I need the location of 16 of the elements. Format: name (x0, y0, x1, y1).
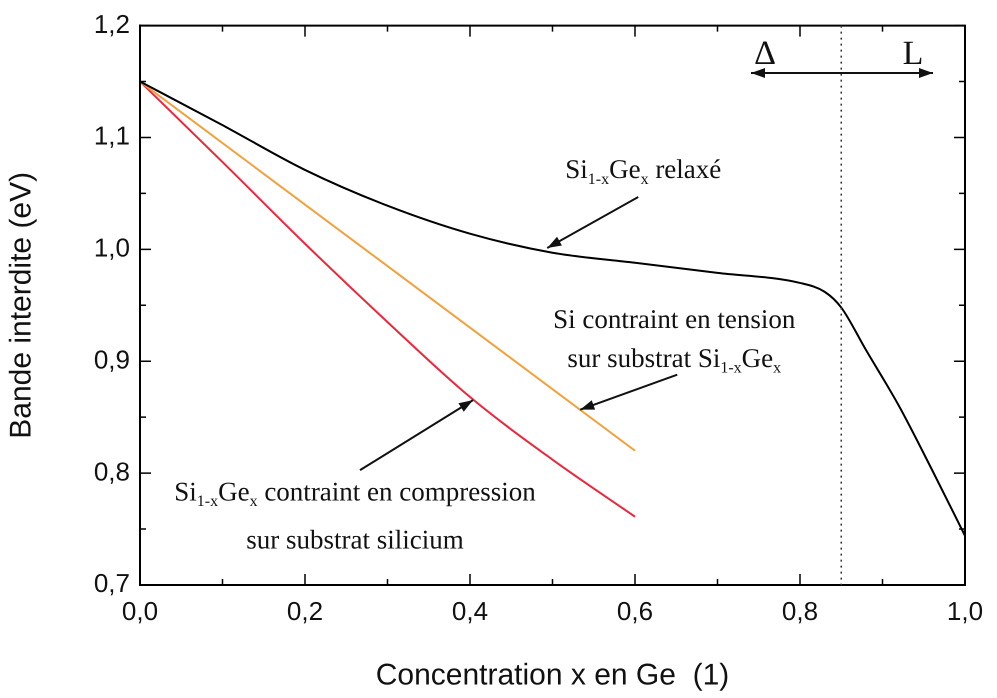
x-tick-label: 0,4 (452, 596, 488, 626)
y-axis-title: Bande interdite (eV) (4, 172, 38, 439)
y-tick-label: 1,1 (94, 120, 130, 151)
y-tick-label: 1,0 (94, 232, 130, 263)
y-tick-label: 0,7 (94, 568, 130, 598)
y-tick-label: 0,9 (94, 344, 130, 374)
x-tick-label: 0,6 (616, 596, 654, 626)
x-axis-title: Concentration x en Ge (1) (376, 658, 730, 692)
annotation: Δ (754, 34, 776, 72)
x-tick-label: 0,8 (782, 596, 818, 626)
x-tick-label: 1,0 (946, 596, 984, 626)
x-tick-label: 0,2 (286, 596, 324, 626)
annotation: L (902, 34, 924, 72)
y-tick-label: 1,2 (94, 8, 130, 39)
x-tick-label: 0,0 (122, 596, 158, 626)
y-tick-label: 0,8 (94, 456, 130, 486)
